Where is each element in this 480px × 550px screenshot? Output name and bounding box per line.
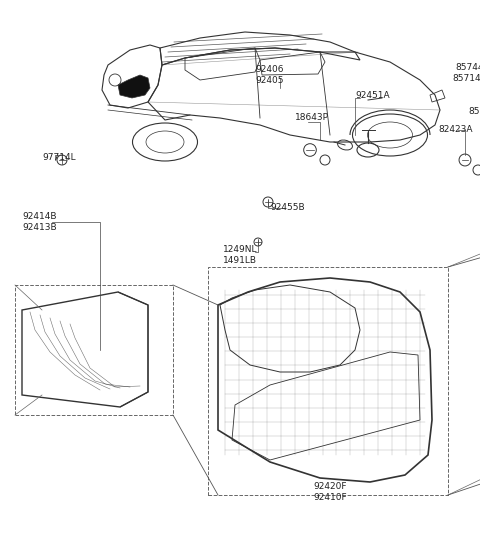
Text: 92455B: 92455B <box>270 204 305 212</box>
Polygon shape <box>118 75 150 98</box>
Text: 18643P: 18643P <box>295 113 329 123</box>
Text: 1249NL
1491LB: 1249NL 1491LB <box>223 245 257 265</box>
Text: 92451A: 92451A <box>355 91 390 100</box>
Text: 82423A: 82423A <box>438 125 472 135</box>
Text: 92414B
92413B: 92414B 92413B <box>22 212 57 232</box>
Text: 92406
92405: 92406 92405 <box>256 65 284 85</box>
Text: 85719A: 85719A <box>468 107 480 117</box>
Text: 85744
85714C: 85744 85714C <box>453 63 480 82</box>
Text: 92420F
92410F: 92420F 92410F <box>313 482 347 502</box>
Text: 97714L: 97714L <box>42 153 76 162</box>
